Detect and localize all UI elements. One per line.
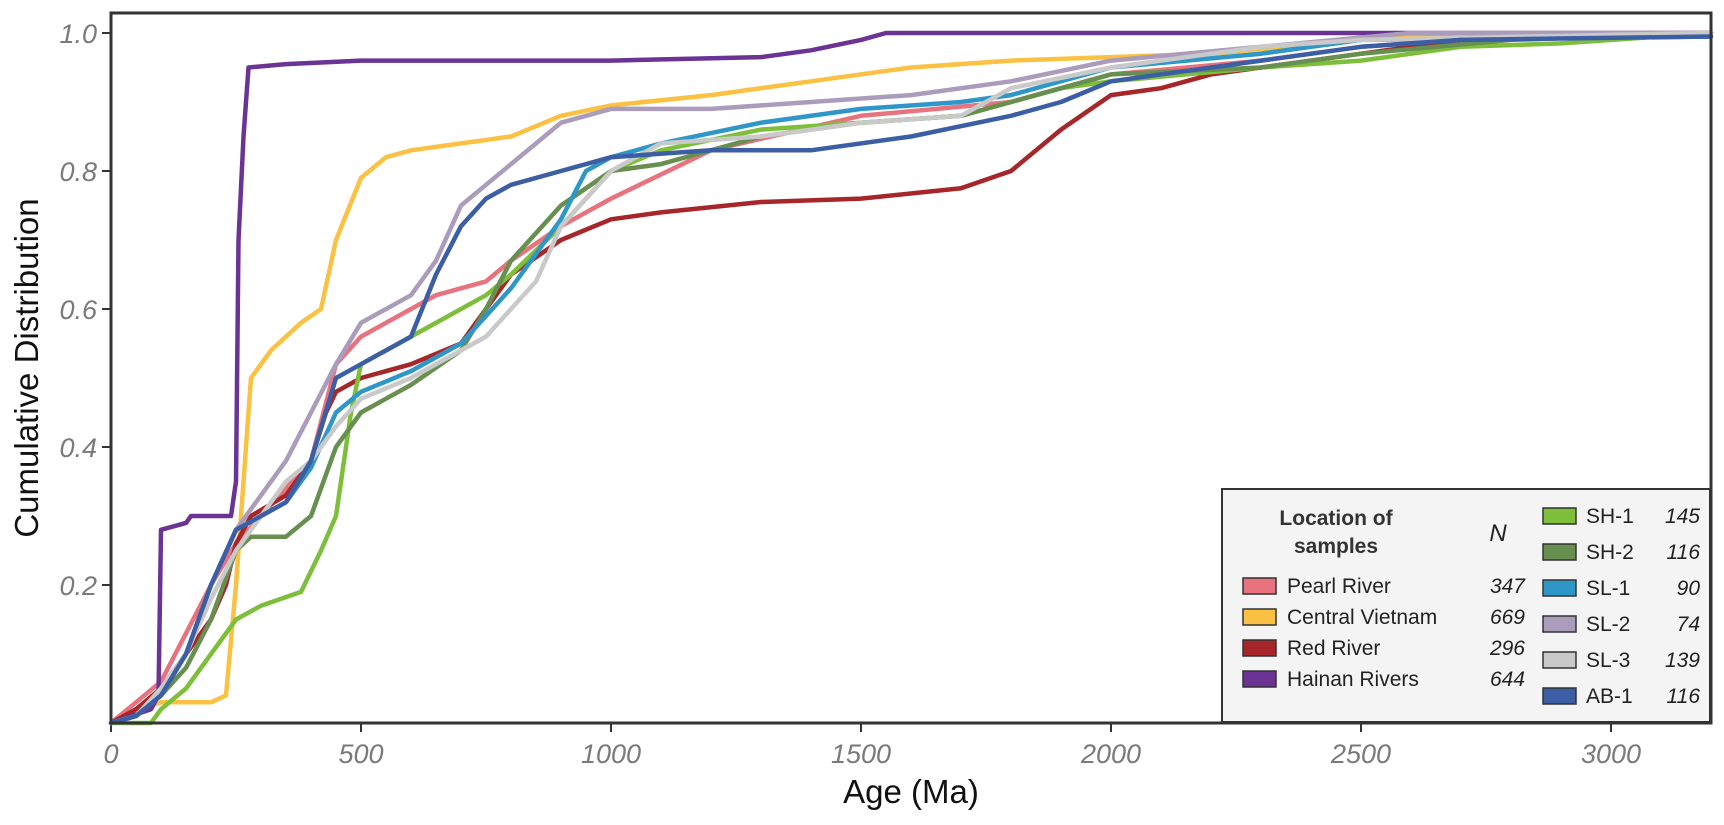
legend-swatch-red-river [1242,639,1277,657]
y-tick-label: 1.0 [59,19,97,49]
legend-swatch-ab-1 [1542,687,1577,705]
x-tick-label: 2000 [1080,739,1141,769]
series-line-sl-3 [108,30,1714,726]
legend-label-pearl-river: Pearl River [1287,575,1391,598]
x-tick-label: 2500 [1330,739,1391,769]
legend-box [1221,488,1711,723]
x-tick-label: 1000 [581,739,641,769]
y-tick-label: 0.8 [59,157,97,187]
legend-label-sh-2: SH-2 [1586,541,1634,564]
plot-frame [109,11,1713,725]
legend-label-sl-2: SL-2 [1586,613,1630,636]
y-tick-label: 0.6 [59,295,98,325]
legend-swatch-sh-1 [1542,507,1577,525]
y-tick-label: 0.2 [59,571,97,601]
legend-label-sl-1: SL-1 [1586,577,1630,600]
x-tick-label: 3000 [1581,739,1641,769]
legend-swatch-sl-3 [1542,651,1577,669]
legend-n-ab-1: 116 [1667,685,1701,708]
legend-n-header: N [1489,520,1507,547]
legend-swatch-hainan-rivers [1242,670,1277,688]
y-axis: 0.2 0.4 0.6 0.8 1.0 [59,19,111,601]
legend-label-sl-3: SL-3 [1586,649,1630,672]
x-axis: 0 500 1000 1500 2000 2500 3000 [103,723,1641,769]
legend-label-sh-1: SH-1 [1586,505,1634,528]
legend-n-sl-3: 139 [1665,649,1700,672]
legend-items: Pearl River 347 Central Vietnam 669 Red Rive… [1242,505,1701,708]
series-line-central-vietnam [108,30,1714,726]
legend-label-hainan-rivers: Hainan Rivers [1287,668,1419,691]
legend-title: Location of samples [1279,507,1393,558]
x-tick-label: 500 [338,739,383,769]
x-tick-label: 1500 [831,739,891,769]
series-lines [108,30,1714,726]
legend-n-pearl-river: 347 [1490,575,1526,598]
legend-swatch-sh-2 [1542,543,1577,561]
legend-label-ab-1: AB-1 [1586,685,1633,708]
legend: Location of samples N Pearl River 347 Centr… [1221,488,1711,723]
y-tick-label: 0.4 [59,433,97,463]
legend-n-hainan-rivers: 644 [1490,668,1525,691]
series-line-ab-1 [108,34,1714,726]
series-line-hainan-rivers [108,30,1714,726]
legend-n-sh-2: 116 [1667,541,1701,564]
legend-swatch-sl-1 [1542,579,1577,597]
x-tick-label: 0 [103,739,118,769]
legend-n-red-river: 296 [1489,637,1525,660]
legend-n-sl-2: 74 [1677,613,1700,636]
y-axis-title: Cumulative Distribution [8,198,45,537]
legend-label-central-vietnam: Central Vietnam [1287,606,1437,629]
legend-swatch-central-vietnam [1242,608,1277,626]
legend-n-central-vietnam: 669 [1490,606,1525,629]
x-axis-title: Age (Ma) [843,773,979,810]
legend-label-red-river: Red River [1287,637,1380,660]
legend-n-sh-1: 145 [1665,505,1700,528]
legend-swatch-pearl-river [1242,577,1277,595]
legend-n-sl-1: 90 [1677,577,1701,600]
legend-swatch-sl-2 [1542,615,1577,633]
